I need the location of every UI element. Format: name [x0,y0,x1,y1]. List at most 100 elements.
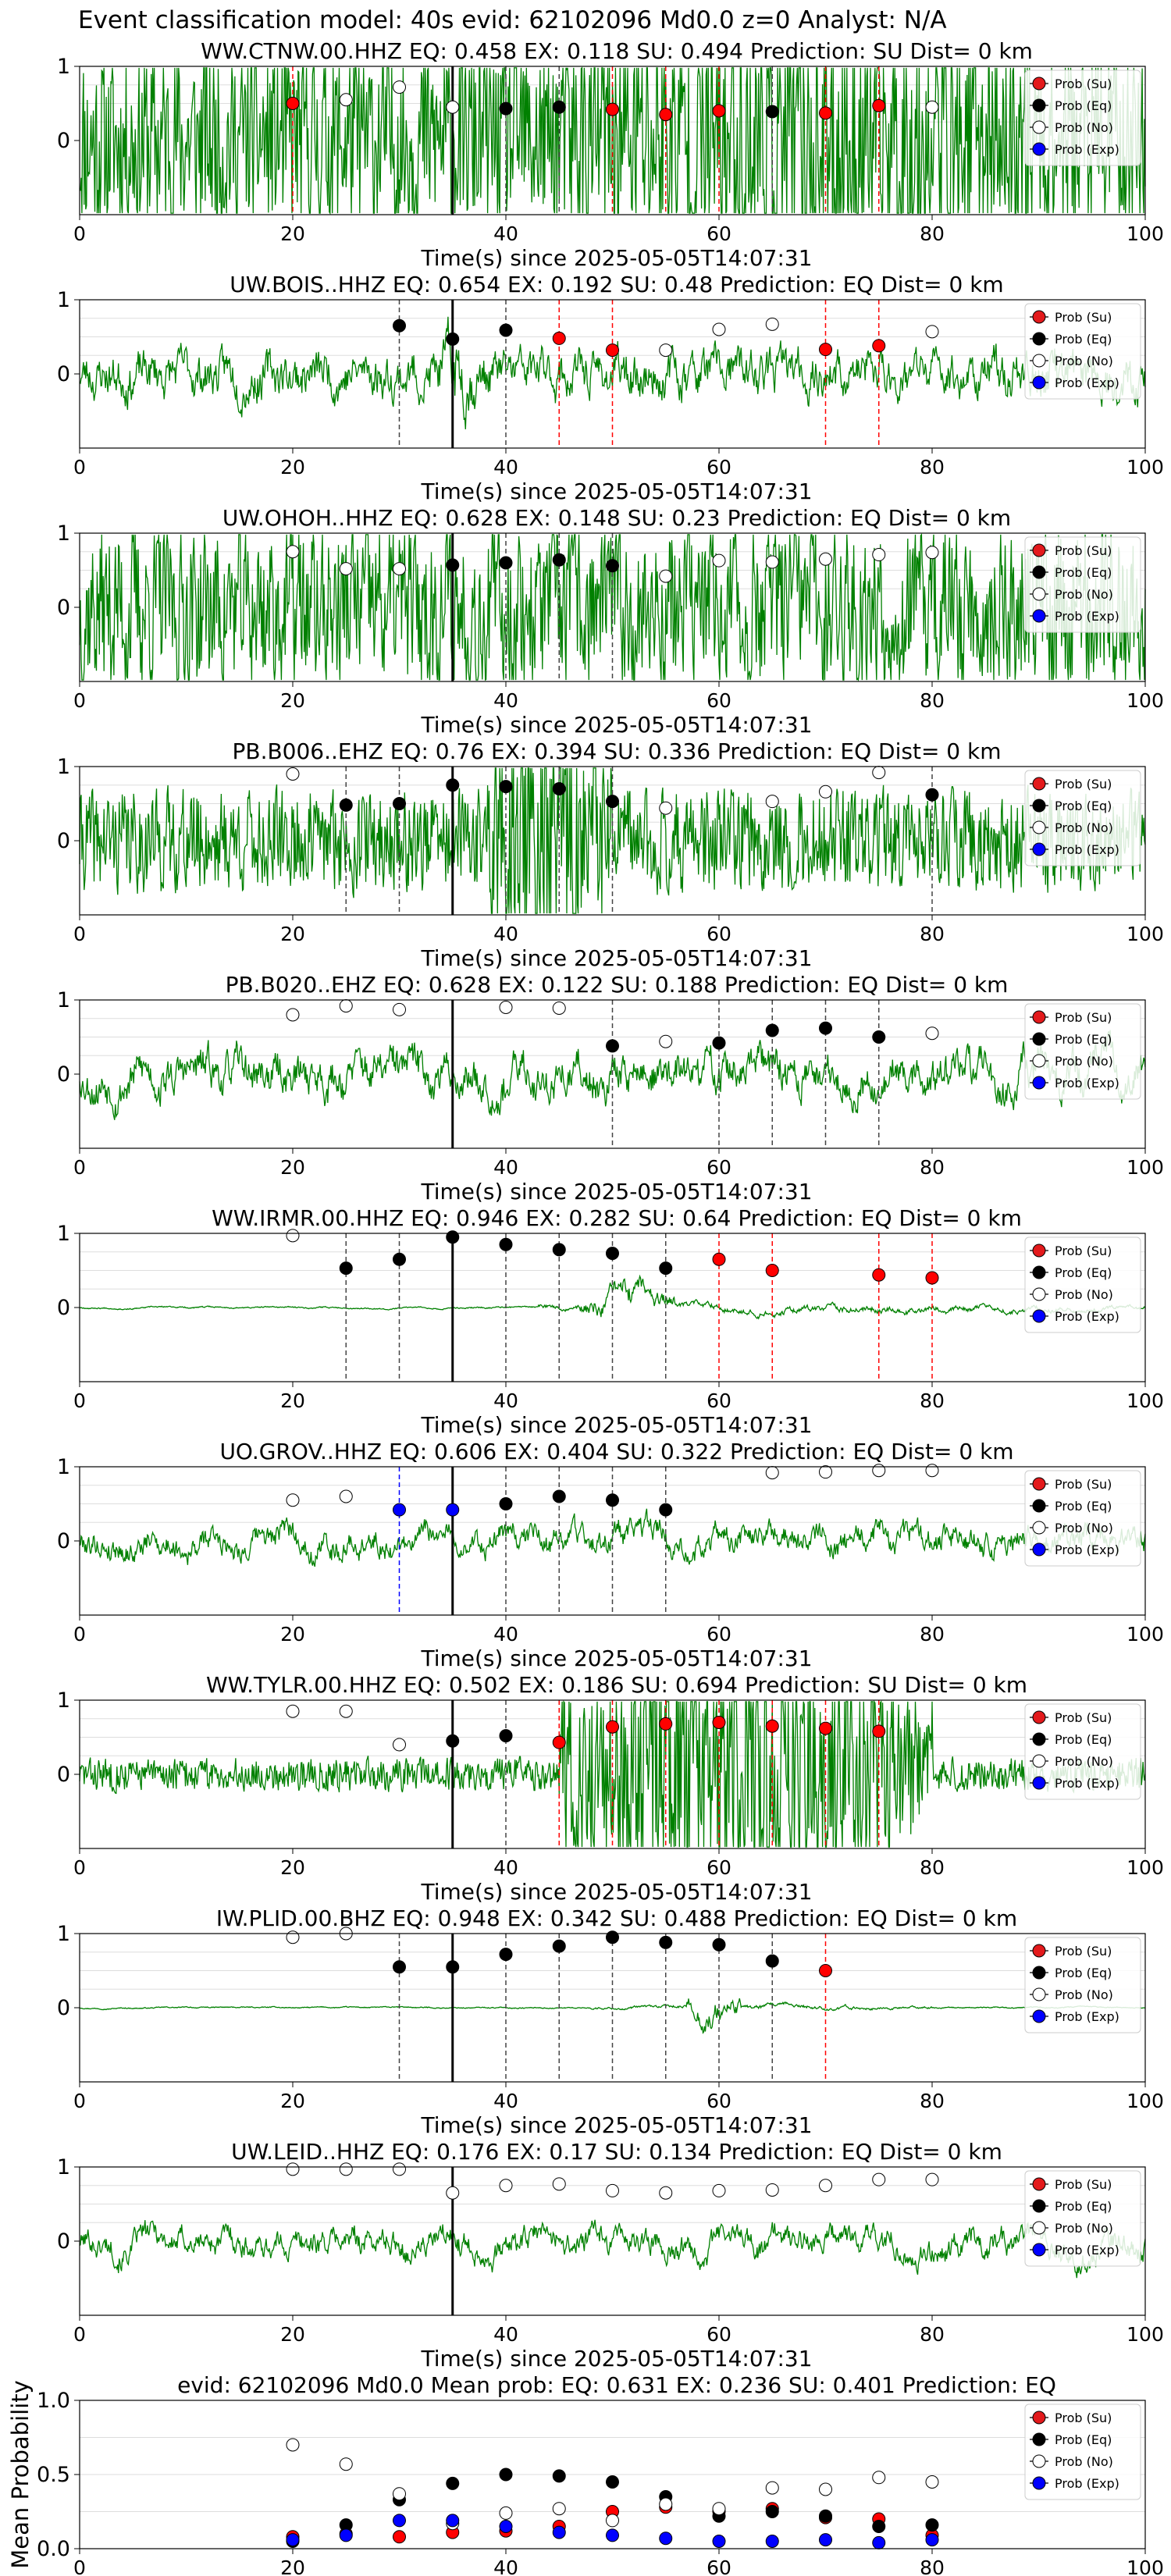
prob-point-eq [552,100,566,114]
prob-point-no [925,1026,939,1041]
prob-point-no [499,1001,513,1014]
legend-marker [1032,354,1046,368]
x-tick-label: 40 [493,1623,518,1646]
legend-marker [1032,1542,1046,1557]
prob-point-no [765,795,779,809]
prob-point-no [339,2162,353,2176]
prob-point-su [606,102,619,116]
subplot-title: UW.OHOH..HHZ EQ: 0.628 EX: 0.148 SU: 0.2… [222,505,1011,531]
x-tick-label: 80 [920,1389,945,1412]
y-tick-label: 0 [57,596,70,620]
x-tick-label: 0 [73,1623,86,1646]
y-tick-label: 0.0 [37,2537,70,2561]
y-tick-label: 1 [57,2155,70,2179]
mean-point-exp [339,2528,353,2542]
prob-point-eq [446,778,460,792]
legend-marker [1032,2476,1046,2490]
mean-point-exp [286,2533,300,2547]
legend-marker [1032,1499,1046,1513]
legend-marker [1032,332,1046,346]
x-axis-label: Time(s) since 2025-05-05T14:07:31 [420,1879,812,1905]
x-tick-label: 100 [1127,2556,1164,2576]
x-tick-label: 20 [280,1623,305,1646]
legend-label: Prob (No) [1055,1987,1113,2002]
y-tick-label: 1 [57,1688,70,1713]
legend [1024,2170,1141,2267]
legend-marker [1032,1309,1046,1323]
prob-point-no [925,100,939,114]
prob-point-no [819,1465,832,1479]
legend-marker [1032,375,1046,390]
x-tick-label: 100 [1127,2323,1164,2346]
prob-point-no [393,562,406,576]
legend-marker [1032,2177,1046,2191]
waveform-trace [79,1508,1146,1567]
legend-marker [1032,565,1046,579]
x-tick-label: 100 [1127,1623,1164,1646]
x-tick-label: 100 [1127,2090,1164,2112]
legend-label: Prob (No) [1055,820,1113,835]
prob-point-eq [552,553,566,567]
x-axis-label: Time(s) since 2025-05-05T14:07:31 [420,245,812,271]
x-tick-label: 100 [1127,1389,1164,1412]
prob-point-eq [339,798,353,812]
x-tick-label: 20 [280,456,305,479]
subplot-title: UO.GROV..HHZ EQ: 0.606 EX: 0.404 SU: 0.3… [219,1439,1013,1464]
mean-point-no [606,2514,619,2528]
legend [1024,770,1141,866]
y-tick-label: 0 [57,129,70,153]
mean-point-eq [872,2520,886,2533]
x-axis-label: Time(s) since 2025-05-05T14:07:31 [420,2346,812,2371]
x-tick-label: 60 [707,1156,731,1179]
legend-label: Prob (Su) [1055,310,1112,325]
prob-point-no [393,80,406,94]
mean-point-no [552,2502,566,2516]
legend-label: Prob (No) [1055,1054,1113,1069]
y-tick-label: 1 [57,55,70,79]
subplot-title: WW.TYLR.00.HHZ EQ: 0.502 EX: 0.186 SU: 0… [206,1672,1027,1698]
x-tick-label: 100 [1127,456,1164,479]
prob-point-eq [712,1036,726,1050]
legend-marker [1032,799,1046,813]
x-tick-label: 80 [920,2090,945,2112]
prob-point-no [659,343,673,358]
mean-point-exp [872,2535,886,2549]
legend-marker [1032,777,1046,791]
legend-label: Prob (Exp) [1055,609,1119,624]
mean-point-eq [499,2467,513,2482]
x-tick-label: 0 [73,689,86,712]
prob-point-no [765,317,779,331]
legend [1024,536,1141,633]
x-tick-label: 80 [920,923,945,945]
prob-point-eq [606,559,619,573]
prob-point-no [872,2172,886,2186]
prob-point-eq [765,105,779,119]
legend-marker [1032,2454,1046,2468]
x-tick-label: 60 [707,1623,731,1646]
legend-marker [1032,1287,1046,1301]
x-tick-label: 60 [707,2323,731,2346]
prob-point-no [765,2183,779,2197]
prob-point-eq [499,323,513,337]
mean-point-no [499,2506,513,2520]
legend-marker [1032,142,1046,156]
prob-point-eq [552,1489,566,1503]
legend-label: Prob (No) [1055,120,1113,135]
subplot-11: evid: 62102096 Md0.0 Mean prob: EQ: 0.63… [7,2372,1164,2576]
prob-point-eq [552,782,566,795]
y-tick-label: 0 [57,1996,70,2020]
mean-point-eq [819,2509,832,2523]
mean-point-no [819,2482,832,2496]
legend [1024,69,1141,166]
legend-marker [1032,842,1046,856]
x-tick-label: 0 [73,1389,86,1412]
prob-point-no [446,100,460,114]
prob-point-no [925,1464,939,1478]
legend [1024,1003,1141,1100]
x-tick-label: 60 [707,923,731,945]
legend-label: Prob (No) [1055,1287,1113,1302]
subplot-title: IW.PLID.00.BHZ EQ: 0.948 EX: 0.342 SU: 0… [216,1905,1017,1931]
mean-point-exp [765,2535,779,2548]
prob-point-eq [659,1261,673,1276]
prob-point-su [552,1735,566,1749]
